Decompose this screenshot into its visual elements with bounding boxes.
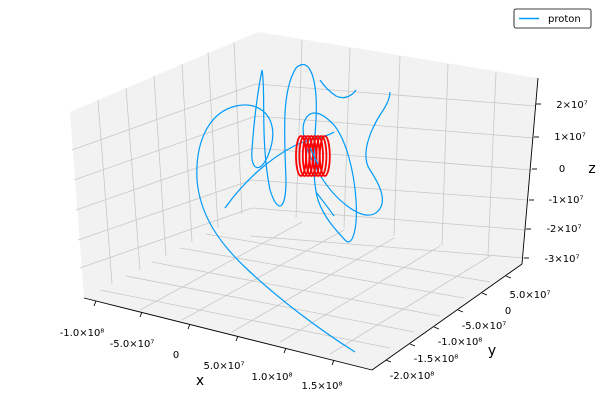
proton-trajectory-core bbox=[309, 147, 319, 165]
x-tick-label-4: 1.0×10⁸ bbox=[251, 372, 292, 383]
x-axis-label: x bbox=[196, 373, 204, 389]
z-tick-label-4: -2×10⁷ bbox=[546, 224, 581, 235]
x-tick-label-2: 0 bbox=[173, 350, 179, 361]
tick-mark bbox=[433, 326, 440, 330]
z-tick-label-1: 1×10⁷ bbox=[554, 132, 585, 143]
tick-marks bbox=[93, 103, 541, 366]
z-tick-label-3: -1×10⁷ bbox=[548, 195, 583, 206]
legend-label-proton: proton bbox=[548, 14, 581, 25]
tick-mark bbox=[505, 275, 512, 279]
y-tick-label-5: 5.0×10⁷ bbox=[509, 290, 550, 301]
tick-mark bbox=[139, 311, 143, 318]
tick-mark bbox=[331, 359, 335, 366]
y-tick-label-0: -2.0×10⁸ bbox=[390, 371, 435, 382]
tick-mark bbox=[93, 300, 97, 307]
tick-mark bbox=[187, 323, 191, 330]
y-tick-label-3: -5.0×10⁷ bbox=[462, 321, 507, 332]
tick-mark bbox=[457, 309, 464, 313]
x-tick-label-0: -1.0×10⁸ bbox=[60, 328, 105, 339]
x-tick-label-5: 1.5×10⁸ bbox=[301, 381, 342, 392]
coil-loop bbox=[315, 135, 328, 177]
x-tick-labels: -1.0×10⁸ -5.0×10⁷ 0 5.0×10⁷ 1.0×10⁸ 1.5×10⁸ bbox=[60, 328, 343, 392]
legend-box bbox=[513, 8, 592, 29]
y-tick-labels: -2.0×10⁸ -1.5×10⁸ -1.0×10⁸ -5.0×10⁷ 0 5.0×10⁷ bbox=[390, 290, 551, 382]
y-tick-label-1: -1.5×10⁸ bbox=[414, 354, 459, 365]
tick-mark bbox=[385, 359, 392, 363]
tick-mark bbox=[235, 335, 239, 342]
y-axis-label: y bbox=[488, 343, 496, 359]
red-coil bbox=[295, 135, 331, 177]
z-tick-label-5: -3×10⁷ bbox=[544, 254, 579, 265]
coil-loop bbox=[312, 135, 324, 177]
z-tick-label-0: 2×10⁷ bbox=[556, 100, 587, 111]
z-tick-label-2: 0 bbox=[559, 164, 565, 175]
z-tick-labels: 2×10⁷ 1×10⁷ 0 -1×10⁷ -2×10⁷ -3×10⁷ bbox=[544, 100, 587, 265]
coil-loop bbox=[318, 135, 331, 177]
axis-spines bbox=[83, 77, 539, 371]
x-tick-label-1: -5.0×10⁷ bbox=[110, 339, 155, 350]
tick-mark bbox=[481, 292, 488, 296]
tick-mark bbox=[409, 343, 416, 347]
x-tick-label-3: 5.0×10⁷ bbox=[203, 361, 244, 372]
z-axis-label: z bbox=[588, 161, 595, 177]
back-wall-y bbox=[250, 32, 538, 264]
y-tick-label-4: 0 bbox=[505, 306, 511, 317]
y-tick-label-2: -1.0×10⁸ bbox=[438, 337, 483, 348]
legend: proton bbox=[513, 8, 592, 29]
tick-mark bbox=[283, 347, 287, 354]
grid-lines bbox=[71, 39, 537, 355]
